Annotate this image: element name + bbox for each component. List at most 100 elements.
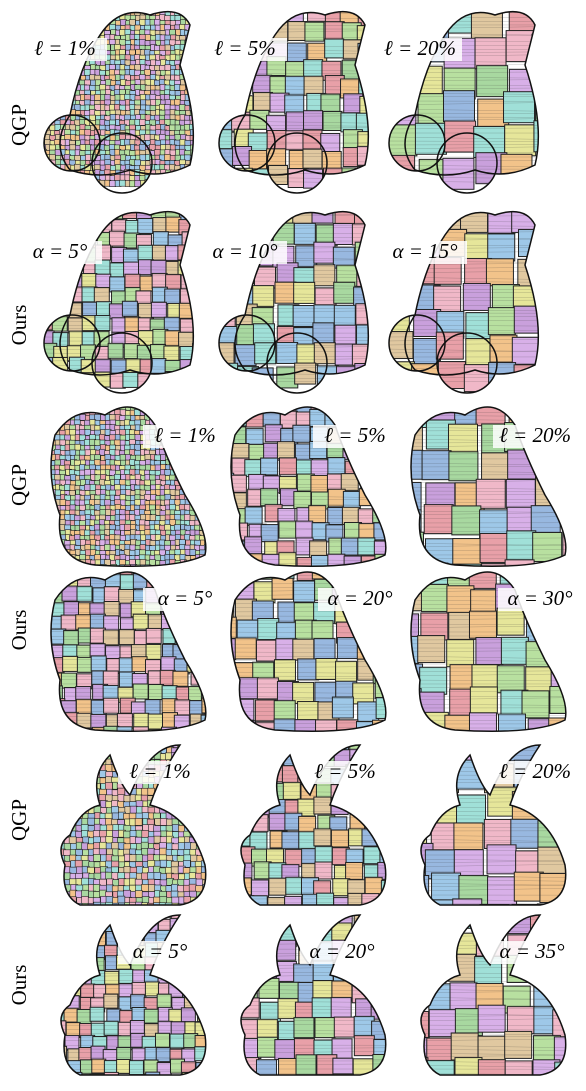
- quad-patch: [210, 171, 216, 177]
- quad-patch: [52, 772, 59, 779]
- quad-patch: [57, 771, 64, 778]
- quad-patch: [75, 394, 81, 400]
- quad-patch: [542, 334, 569, 361]
- quad-patch: [215, 86, 221, 92]
- quad-patch: [61, 673, 76, 688]
- quad-patch: [35, 510, 41, 516]
- quad-patch: [52, 262, 67, 277]
- quad-patch: [396, 768, 413, 785]
- quad-patch: [195, 400, 201, 406]
- quad-patch: [160, 848, 167, 855]
- quad-patch: [205, 169, 211, 175]
- quad-patch: [275, 282, 296, 303]
- quad-patch: [65, 75, 71, 81]
- quad-patch: [125, 317, 140, 332]
- quad-patch: [40, 120, 46, 126]
- quad-patch: [41, 789, 48, 796]
- quad-patch: [214, 868, 221, 875]
- quad-patch: [35, 491, 41, 497]
- quad-patch: [194, 375, 209, 390]
- quad-patch: [196, 129, 202, 135]
- quad-patch: [215, 679, 236, 700]
- quad-patch: [40, 758, 47, 765]
- quad-patch: [69, 204, 84, 219]
- quad-patch: [190, 909, 197, 916]
- quad-patch: [100, 752, 107, 759]
- quad-patch: [138, 219, 153, 234]
- quad-patch: [45, 174, 51, 180]
- quad-patch: [196, 742, 203, 749]
- mesh-line: [395, 399, 575, 400]
- quad-patch: [352, 344, 373, 365]
- quad-patch: [40, 569, 46, 575]
- quad-patch: [41, 555, 47, 561]
- quad-patch: [60, 26, 66, 32]
- quad-patch: [207, 289, 222, 304]
- quad-patch: [135, 160, 141, 166]
- quad-patch: [373, 396, 390, 413]
- quad-patch: [234, 801, 251, 818]
- quad-patch: [90, 396, 96, 402]
- quad-patch: [65, 400, 71, 406]
- quad-patch: [236, 784, 253, 801]
- quad-patch: [372, 203, 393, 224]
- quad-patch: [235, 734, 252, 751]
- quad-patch: [208, 873, 215, 880]
- quad-patch: [201, 873, 208, 880]
- quad-patch: [193, 330, 208, 345]
- quad-patch: [106, 569, 112, 575]
- quad-patch: [80, 25, 86, 31]
- quad-patch: [210, 160, 216, 166]
- quad-patch: [560, 449, 586, 478]
- quad-patch: [45, 526, 51, 532]
- quad-patch: [150, 515, 156, 521]
- quad-patch: [76, 699, 91, 714]
- quad-patch: [39, 395, 45, 401]
- quad-patch: [90, 570, 96, 576]
- quad-patch: [34, 420, 40, 426]
- quad-patch: [105, 544, 111, 550]
- quad-patch: [189, 884, 196, 891]
- quad-patch: [397, 750, 414, 767]
- mesh-line: [215, 570, 395, 571]
- quad-patch: [105, 5, 111, 11]
- quad-patch: [106, 742, 113, 749]
- quad-patch: [45, 5, 51, 11]
- quad-patch: [117, 740, 124, 747]
- quad-patch: [109, 231, 124, 246]
- quad-patch: [539, 64, 570, 95]
- quad-patch: [375, 570, 392, 587]
- quad-patch: [202, 801, 209, 808]
- quad-patch: [190, 450, 196, 456]
- quad-patch: [317, 366, 338, 387]
- quad-patch: [65, 25, 71, 31]
- quad-patch: [204, 100, 210, 106]
- quad-patch: [196, 79, 202, 85]
- quad-patch: [90, 5, 96, 11]
- quad-patch: [389, 507, 406, 524]
- quad-patch: [179, 206, 194, 221]
- quad-patch: [328, 489, 345, 506]
- quad-patch: [55, 400, 61, 406]
- quad-patch: [215, 100, 221, 106]
- quad-patch: [392, 557, 409, 574]
- quad-patch: [149, 729, 164, 744]
- quad-patch: [100, 734, 107, 741]
- quad-patch: [64, 631, 79, 646]
- quad-patch: [206, 5, 212, 11]
- quad-patch: [35, 630, 50, 645]
- quad-patch: [360, 96, 379, 115]
- quad-patch: [175, 410, 181, 416]
- quad-patch: [154, 872, 161, 879]
- quad-patch: [194, 19, 200, 25]
- quad-patch: [136, 740, 143, 747]
- quad-patch: [261, 489, 278, 506]
- quad-patch: [41, 777, 48, 784]
- mesh-render: [392, 391, 586, 595]
- quad-patch: [119, 908, 126, 915]
- quad-patch: [257, 678, 278, 699]
- quad-patch: [200, 405, 206, 411]
- quad-patch: [47, 794, 54, 801]
- quad-patch: [55, 75, 61, 81]
- quad-patch: [235, 750, 252, 767]
